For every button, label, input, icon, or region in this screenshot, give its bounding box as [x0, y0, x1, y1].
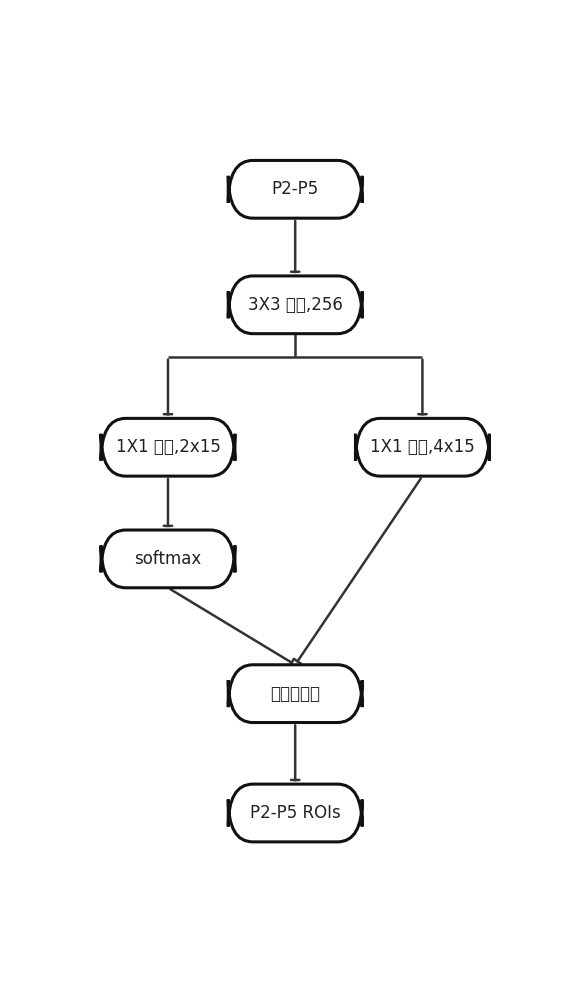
Text: P2-P5: P2-P5: [271, 180, 319, 198]
Text: softmax: softmax: [134, 550, 202, 568]
Text: 候选框生成: 候选框生成: [270, 685, 320, 703]
FancyBboxPatch shape: [228, 784, 362, 842]
FancyBboxPatch shape: [101, 530, 235, 588]
Text: 1X1 卷积,4x15: 1X1 卷积,4x15: [370, 438, 475, 456]
Text: 1X1 卷积,2x15: 1X1 卷积,2x15: [116, 438, 221, 456]
FancyBboxPatch shape: [228, 665, 362, 723]
Text: P2-P5 ROIs: P2-P5 ROIs: [250, 804, 340, 822]
FancyBboxPatch shape: [228, 160, 362, 218]
FancyBboxPatch shape: [228, 276, 362, 334]
Text: 3X3 卷积,256: 3X3 卷积,256: [248, 296, 343, 314]
FancyBboxPatch shape: [101, 418, 235, 476]
FancyBboxPatch shape: [355, 418, 490, 476]
